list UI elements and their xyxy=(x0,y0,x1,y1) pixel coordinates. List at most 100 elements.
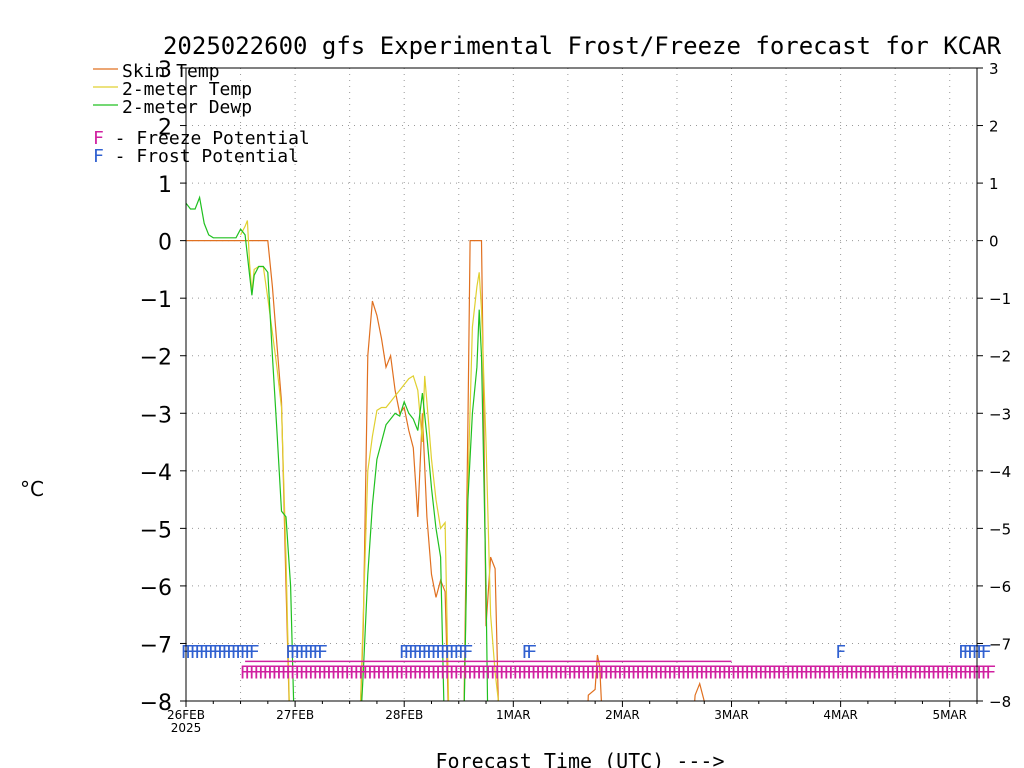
freeze-marker: F xyxy=(590,662,601,683)
freeze-marker: F xyxy=(981,662,992,683)
freeze-marker: F xyxy=(976,662,987,683)
y-tick-label-right: −8 xyxy=(989,693,1011,711)
frost-marker: F xyxy=(522,642,533,663)
freeze-marker: F xyxy=(803,662,814,683)
freeze-marker: F xyxy=(858,662,869,683)
freeze-marker: F xyxy=(476,662,487,683)
freeze-marker: F xyxy=(867,662,878,683)
freeze-marker: F xyxy=(653,662,664,683)
freeze-marker: F xyxy=(308,662,319,683)
freeze-marker: F xyxy=(735,662,746,683)
frost-marker: F xyxy=(526,642,537,663)
freeze-marker: F xyxy=(767,662,778,683)
frost-marker: F xyxy=(403,642,414,663)
frost-marker: F xyxy=(435,642,446,663)
freeze-marker: F xyxy=(567,662,578,683)
freeze-marker: F xyxy=(685,662,696,683)
freeze-marker: F xyxy=(271,662,282,683)
freeze-marker: F xyxy=(603,662,614,683)
freeze-marker: F xyxy=(608,662,619,683)
y-tick-label-left: 1 xyxy=(158,173,172,198)
frost-marker: F xyxy=(422,642,433,663)
freeze-marker: F xyxy=(831,662,842,683)
y-tick-label-right: −1 xyxy=(989,290,1011,308)
freeze-marker: F xyxy=(576,662,587,683)
freeze-marker: F xyxy=(294,662,305,683)
freeze-marker: F xyxy=(599,662,610,683)
freeze-marker: F xyxy=(244,662,255,683)
freeze-marker: F xyxy=(772,662,783,683)
freeze-marker: F xyxy=(453,662,464,683)
freeze-marker: F xyxy=(367,662,378,683)
freeze-marker: F xyxy=(299,662,310,683)
freeze-marker: F xyxy=(517,662,528,683)
marker-legend-letter: F xyxy=(93,146,104,167)
freeze-marker: F xyxy=(317,662,328,683)
freeze-marker: F xyxy=(681,662,692,683)
freeze-marker: F xyxy=(312,662,323,683)
freeze-marker: F xyxy=(726,662,737,683)
frost-marker: F xyxy=(449,642,460,663)
freeze-marker: F xyxy=(572,662,583,683)
frost-marker: F xyxy=(299,642,310,663)
frost-marker: F xyxy=(285,642,296,663)
freeze-marker: F xyxy=(953,662,964,683)
frost-marker: F xyxy=(190,642,201,663)
freeze-marker: F xyxy=(372,662,383,683)
legend-label: 2-meter Dewp xyxy=(122,97,252,118)
freeze-marker: F xyxy=(240,662,251,683)
frost-marker: F xyxy=(208,642,219,663)
freeze-marker: F xyxy=(649,662,660,683)
freeze-marker: F xyxy=(640,662,651,683)
chart-title: 2025022600 gfs Experimental Frost/Freeze… xyxy=(163,32,1002,60)
freeze-marker: F xyxy=(526,662,537,683)
frost-marker: F xyxy=(231,642,242,663)
freeze-marker: F xyxy=(344,662,355,683)
freeze-marker: F xyxy=(853,662,864,683)
frost-marker: F xyxy=(962,642,973,663)
freeze-marker: F xyxy=(958,662,969,683)
frost-marker: F xyxy=(417,642,428,663)
freeze-marker: F xyxy=(635,662,646,683)
series-line-2-meter-dewp xyxy=(186,195,489,701)
x-tick-label: 26FEB xyxy=(167,708,205,722)
plot-frame xyxy=(185,67,978,702)
frost-marker: F xyxy=(249,642,260,663)
freeze-marker: F xyxy=(562,662,573,683)
series-layer xyxy=(186,195,705,701)
freeze-marker: F xyxy=(667,662,678,683)
y-tick-label-left: 3 xyxy=(158,58,172,83)
frost-marker: F xyxy=(235,642,246,663)
freeze-marker: F xyxy=(799,662,810,683)
freeze-marker: F xyxy=(940,662,951,683)
freeze-marker: F xyxy=(703,662,714,683)
freeze-marker: F xyxy=(926,662,937,683)
y-tick-label-left: −4 xyxy=(140,461,172,486)
freeze-marker: F xyxy=(358,662,369,683)
frost-marker: F xyxy=(981,642,992,663)
frost-marker: F xyxy=(185,642,196,663)
freeze-marker: F xyxy=(967,662,978,683)
frost-marker: F xyxy=(976,642,987,663)
marker-legend-text: - Frost Potential xyxy=(104,146,299,167)
freeze-marker: F xyxy=(672,662,683,683)
frost-marker: F xyxy=(221,642,232,663)
freeze-marker: F xyxy=(485,662,496,683)
freeze-marker: F xyxy=(662,662,673,683)
x-axis-label: Forecast Time (UTC) ---> xyxy=(436,749,725,768)
frost-marker: F xyxy=(308,642,319,663)
freeze-marker: F xyxy=(903,662,914,683)
freeze-marker: F xyxy=(581,662,592,683)
frost-marker: F xyxy=(203,642,214,663)
freeze-marker: F xyxy=(376,662,387,683)
freeze-marker: F xyxy=(267,662,278,683)
freeze-marker: F xyxy=(617,662,628,683)
freeze-marker: F xyxy=(472,662,483,683)
freeze-marker: F xyxy=(876,662,887,683)
frost-marker: F xyxy=(290,642,301,663)
marker-layer: FFFFFFFFFFFFFFFFFFFFFFFFFFFFFFFFFFFFFFFF… xyxy=(181,642,996,683)
frost-marker: F xyxy=(958,642,969,663)
frost-marker: F xyxy=(967,642,978,663)
